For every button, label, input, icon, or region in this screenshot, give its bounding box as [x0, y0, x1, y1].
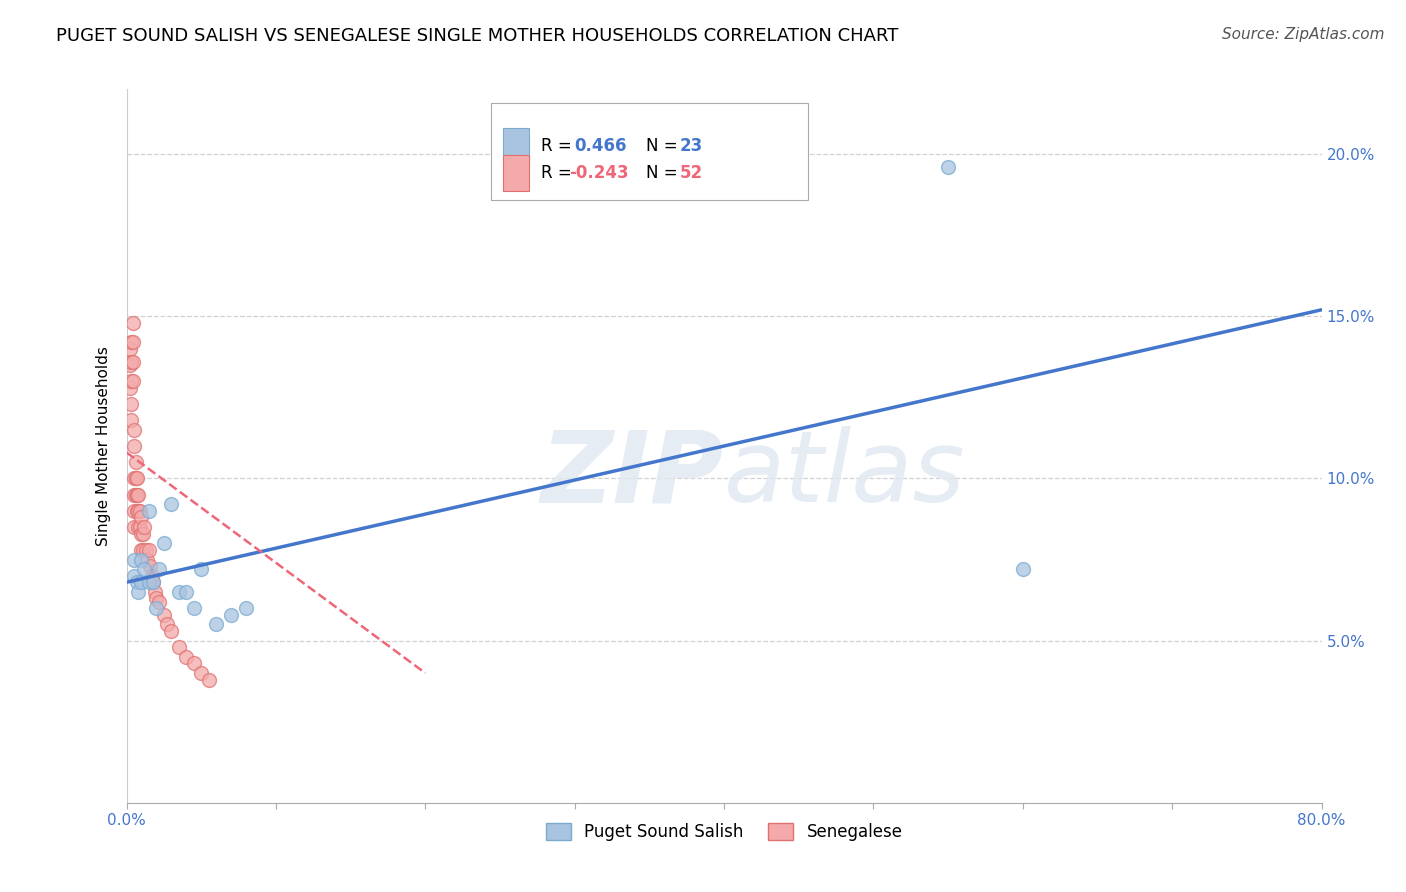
- Point: [121, 374, 143, 388]
- Point: [122, 439, 145, 453]
- Point: [936, 160, 959, 174]
- Point: [122, 471, 145, 485]
- Point: [125, 488, 148, 502]
- Point: [148, 595, 170, 609]
- Point: [134, 562, 156, 576]
- Point: [1011, 562, 1033, 576]
- Point: [190, 562, 212, 576]
- Point: [143, 585, 166, 599]
- Point: [235, 601, 257, 615]
- Text: N =: N =: [647, 164, 683, 182]
- Point: [153, 607, 176, 622]
- Point: [174, 649, 197, 664]
- Point: [153, 536, 176, 550]
- Point: [120, 354, 142, 368]
- Point: [120, 335, 142, 350]
- Point: [131, 552, 153, 566]
- FancyBboxPatch shape: [491, 103, 807, 200]
- Point: [131, 510, 153, 524]
- Point: [124, 488, 146, 502]
- Text: 23: 23: [681, 137, 703, 155]
- Text: R =: R =: [541, 164, 578, 182]
- Text: 52: 52: [681, 164, 703, 182]
- Point: [124, 455, 146, 469]
- Point: [121, 316, 143, 330]
- Point: [125, 471, 148, 485]
- Point: [148, 562, 170, 576]
- Point: [160, 497, 183, 511]
- Point: [183, 657, 205, 671]
- Point: [120, 397, 142, 411]
- Point: [127, 504, 149, 518]
- Point: [205, 617, 228, 632]
- Point: [145, 601, 167, 615]
- Point: [127, 520, 149, 534]
- Point: [121, 335, 143, 350]
- Text: N =: N =: [647, 137, 683, 155]
- Bar: [503, 128, 529, 164]
- Point: [127, 488, 149, 502]
- Point: [134, 520, 156, 534]
- Point: [120, 413, 142, 427]
- Point: [138, 504, 160, 518]
- Point: [118, 381, 141, 395]
- Point: [125, 575, 148, 590]
- Point: [142, 575, 165, 590]
- Point: [122, 423, 145, 437]
- Point: [118, 342, 141, 356]
- Point: [197, 673, 219, 687]
- Point: [145, 591, 167, 606]
- Text: Source: ZipAtlas.com: Source: ZipAtlas.com: [1222, 27, 1385, 42]
- Text: 0.466: 0.466: [575, 137, 627, 155]
- Point: [183, 601, 205, 615]
- Point: [122, 504, 145, 518]
- Point: [142, 575, 165, 590]
- Y-axis label: Single Mother Households: Single Mother Households: [96, 346, 111, 546]
- Bar: [503, 155, 529, 191]
- Text: atlas: atlas: [724, 426, 966, 523]
- Point: [124, 471, 146, 485]
- Point: [120, 374, 142, 388]
- Point: [135, 542, 157, 557]
- Point: [141, 568, 163, 582]
- Text: -0.243: -0.243: [568, 164, 628, 182]
- Point: [132, 526, 155, 541]
- Text: PUGET SOUND SALISH VS SENEGALESE SINGLE MOTHER HOUSEHOLDS CORRELATION CHART: PUGET SOUND SALISH VS SENEGALESE SINGLE …: [56, 27, 898, 45]
- Point: [174, 585, 197, 599]
- Point: [138, 542, 160, 557]
- Point: [131, 575, 153, 590]
- Point: [160, 624, 183, 638]
- Point: [156, 617, 179, 632]
- Text: R =: R =: [541, 137, 578, 155]
- Point: [131, 542, 153, 557]
- Point: [122, 552, 145, 566]
- Point: [127, 585, 149, 599]
- Point: [136, 552, 159, 566]
- Point: [122, 488, 145, 502]
- Point: [167, 585, 190, 599]
- Text: ZIP: ZIP: [541, 426, 724, 523]
- Point: [122, 520, 145, 534]
- Point: [122, 568, 145, 582]
- Point: [132, 542, 155, 557]
- Point: [121, 354, 143, 368]
- Point: [129, 520, 152, 534]
- Point: [138, 575, 160, 590]
- Point: [167, 640, 190, 654]
- Legend: Puget Sound Salish, Senegalese: Puget Sound Salish, Senegalese: [538, 816, 910, 848]
- Point: [219, 607, 242, 622]
- Point: [118, 358, 141, 372]
- Point: [139, 559, 162, 574]
- Point: [190, 666, 212, 681]
- Point: [129, 504, 152, 518]
- Point: [131, 526, 153, 541]
- Point: [125, 504, 148, 518]
